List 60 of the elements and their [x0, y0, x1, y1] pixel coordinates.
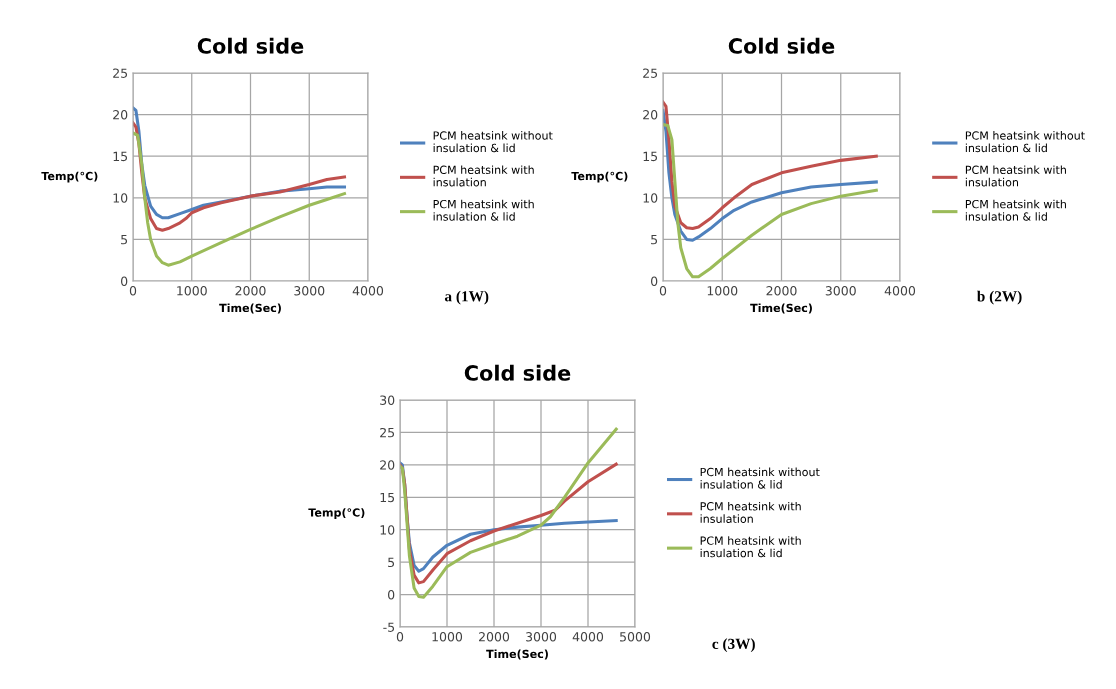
line-series	[400, 427, 618, 599]
y-axis-title: Temp(°C)	[41, 171, 98, 183]
legend-label: PCM heatsink with insulation	[433, 165, 534, 187]
x-tick-label: 0	[396, 632, 404, 642]
x-tick-label: 1000	[432, 632, 463, 642]
x-axis-title: Time(Sec)	[486, 649, 548, 660]
x-tick-label: 3000	[294, 286, 325, 296]
x-tick-label: 0	[659, 286, 667, 296]
y-tick-label: 5	[651, 235, 658, 245]
x-tick-label: 4000	[884, 286, 916, 296]
legend-label: PCM heatsink with insulation & lid	[700, 536, 801, 558]
y-tick-label: -5	[383, 622, 395, 632]
legend-label: PCM heatsink without insulation & lid	[965, 131, 1085, 153]
x-tick-label: 1000	[177, 286, 207, 296]
x-tick-label: 2000	[235, 286, 266, 296]
legend-label: PCM heatsink with insulation & lid	[965, 199, 1066, 221]
line-series	[663, 123, 878, 279]
y-tick-label: 25	[113, 68, 128, 78]
chart-title: Cold side	[728, 37, 835, 54]
y-axis-title: Temp(°C)	[571, 171, 628, 183]
y-tick-label: 20	[643, 110, 658, 120]
x-axis-title: Time(Sec)	[750, 303, 812, 314]
y-tick-label: 5	[388, 557, 395, 568]
x-tick-label: 2000	[766, 286, 797, 296]
x-tick-label: 3000	[526, 632, 557, 642]
x-tick-label: 4000	[352, 286, 384, 296]
text: a (1W)	[444, 290, 489, 305]
text: c (3W)	[712, 638, 755, 653]
y-tick-label: 30	[380, 395, 395, 405]
legend-label: PCM heatsink with insulation & lid	[433, 199, 534, 221]
y-tick-label: 15	[380, 492, 395, 503]
x-tick-label: 5000	[620, 632, 651, 642]
y-tick-label: 5	[121, 235, 128, 245]
y-tick-label: 25	[643, 68, 658, 78]
x-tick-label: 2000	[479, 632, 510, 642]
legend-label: PCM heatsink with insulation	[965, 165, 1066, 187]
y-tick-label: 10	[380, 525, 395, 535]
x-tick-label: 4000	[572, 632, 604, 642]
x-axis-title: Time(Sec)	[219, 303, 281, 314]
y-tick-label: 15	[113, 151, 128, 162]
legend-label: PCM heatsink without insulation & lid	[700, 467, 820, 489]
y-tick-label: 0	[121, 276, 128, 286]
y-tick-label: 0	[651, 276, 658, 286]
y-tick-label: 15	[643, 151, 658, 162]
chart-title: Cold side	[197, 37, 304, 54]
x-tick-label: 1000	[707, 286, 738, 296]
chart-title: Cold side	[464, 364, 571, 381]
y-tick-label: 10	[643, 193, 658, 203]
x-tick-label: 0	[129, 286, 137, 296]
y-tick-label: 20	[380, 460, 395, 470]
y-axis-title: Temp(°C)	[308, 508, 365, 519]
x-tick-label: 3000	[825, 286, 856, 296]
legend-label: PCM heatsink with insulation	[700, 501, 801, 523]
y-tick-label: 20	[113, 110, 128, 120]
text: b (2W)	[977, 290, 1022, 305]
y-tick-label: 25	[380, 427, 395, 438]
y-tick-label: 10	[113, 193, 128, 203]
y-tick-label: 0	[388, 590, 395, 600]
line-series	[133, 131, 347, 267]
legend-label: PCM heatsink without insulation & lid	[433, 131, 553, 153]
